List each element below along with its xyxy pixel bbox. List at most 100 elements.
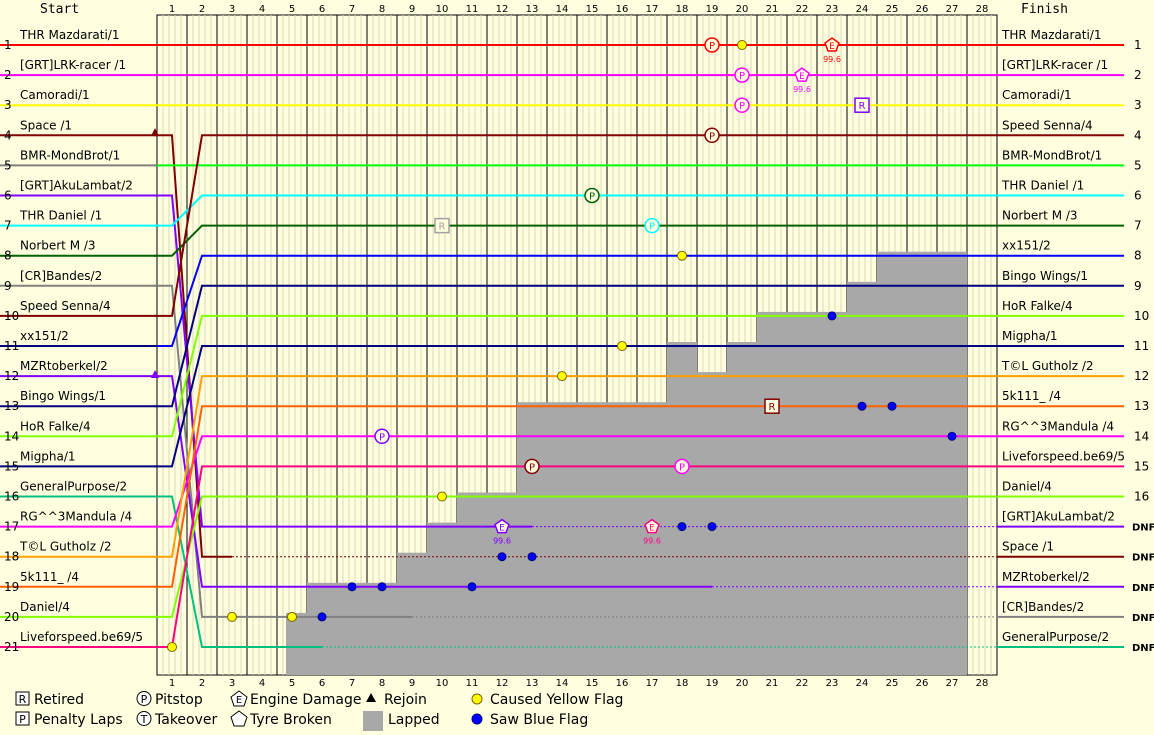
- lap-tick-label-bottom: 7: [349, 678, 355, 689]
- series-line: [154, 345, 997, 468]
- pitstop-icon: [704, 37, 720, 53]
- lap-tick-label-top: 18: [676, 4, 689, 15]
- finish-position-label: DNF: [1132, 523, 1154, 534]
- pitstop-icon: [644, 217, 660, 234]
- lap-tick-label-bottom: 1: [169, 678, 175, 689]
- retired-icon: [854, 97, 870, 113]
- start-position-label: 10: [4, 309, 19, 323]
- lap-tick-label-bottom: 9: [409, 678, 415, 689]
- start-position-label: 4: [4, 128, 12, 142]
- start-position-label: 6: [4, 189, 12, 203]
- lap-tick-label-top: 10: [436, 4, 449, 15]
- yellow-flag-dot: [677, 250, 687, 261]
- finish-driver-label: Liveforspeed.be69/5: [1002, 449, 1125, 463]
- blue-flag-dot: [887, 401, 897, 411]
- finish-position-label: DNF: [1132, 643, 1154, 654]
- start-position-label: 8: [4, 249, 12, 263]
- finish-driver-label: Speed Senna/4: [1002, 118, 1093, 132]
- lap-tick-label-top: 20: [736, 4, 749, 15]
- pitstop-icon-label: P: [709, 41, 715, 52]
- yellow-flag-dot: [737, 40, 747, 50]
- blue-flag-dot: [347, 582, 357, 592]
- finish-driver-label: xx151/2: [1002, 239, 1051, 253]
- lap-tick-label-bottom: 28: [976, 678, 989, 689]
- lapped-bar: [337, 582, 367, 675]
- lap-tick-label-top: 24: [856, 4, 869, 15]
- series-line: [154, 254, 997, 347]
- lap-tick-label-top: 2: [199, 4, 205, 15]
- blue-flag-dot: [677, 522, 687, 532]
- lap-tick-label-bottom: 6: [319, 678, 325, 689]
- engine-damage-icon-label: E: [829, 42, 835, 52]
- lap-tick-label-top: 13: [526, 4, 539, 15]
- lap-tick-label-bottom: 5: [289, 678, 295, 689]
- start-driver-label: 5k111_ /4: [20, 570, 79, 584]
- finish-driver-label: GeneralPurpose/2: [1002, 630, 1109, 644]
- lap-tick-label-bottom: 23: [826, 678, 839, 689]
- blue-flag-dot: [497, 552, 507, 562]
- start-driver-label: Norbert M /3: [20, 239, 96, 253]
- finish-driver-label: T©L Gutholz /2: [1001, 359, 1094, 373]
- legend-pentagon-icon: [230, 690, 248, 707]
- header-start: Start: [40, 2, 79, 17]
- start-driver-label: Liveforspeed.be69/5: [20, 630, 143, 644]
- start-position-label: 2: [4, 68, 12, 82]
- pitstop-icon-label: P: [379, 432, 385, 443]
- finish-position-label: 5: [1134, 158, 1142, 172]
- finish-driver-label: Space /1: [1002, 540, 1054, 554]
- blue-flag-dot: [317, 612, 327, 622]
- finish-driver-label: HoR Falke/4: [1002, 299, 1073, 313]
- lap-tick-label-bottom: 8: [379, 678, 385, 689]
- finish-position-label: 12: [1134, 369, 1149, 383]
- start-driver-label: [CR]Bandes/2: [20, 269, 102, 283]
- lap-tick-label-top: 26: [916, 4, 929, 15]
- lap-tick-label-top: 21: [766, 4, 779, 15]
- start-driver-label: xx151/2: [20, 329, 69, 343]
- series-line: [154, 224, 997, 257]
- lap-tick-label-bottom: 17: [646, 678, 659, 689]
- legend-label: Retired: [34, 692, 84, 708]
- legend-icon-symbol: R: [19, 693, 27, 706]
- lap-tick-label-bottom: 18: [676, 678, 689, 689]
- finish-driver-label: THR Daniel /1: [1001, 179, 1084, 193]
- series-line: [154, 405, 997, 588]
- start-driver-label: Bingo Wings/1: [20, 389, 106, 403]
- legend-label: Engine Damage: [250, 692, 362, 708]
- legend-lapped-box: [363, 711, 383, 731]
- lap-tick-label-top: 9: [409, 4, 415, 15]
- lap-tick-label-bottom: 3: [229, 678, 235, 689]
- lap-tick-label-bottom: 14: [556, 678, 569, 689]
- start-driver-label: RG^^3Mandula /4: [20, 510, 132, 524]
- retired-icon-label: R: [769, 402, 776, 413]
- pitstop-icon-label: P: [589, 192, 595, 203]
- legend-square-icon: [15, 691, 30, 706]
- start-driver-label: T©L Gutholz /2: [19, 540, 112, 554]
- lapped-bar: [787, 311, 817, 675]
- start-position-label: 21: [4, 640, 19, 654]
- lap-tick-label-top: 22: [796, 4, 809, 15]
- finish-position-label: 8: [1134, 249, 1142, 263]
- pitstop-icon: [674, 458, 690, 475]
- start-driver-label: [GRT]AkuLambat/2: [20, 179, 133, 193]
- start-driver-label: BMR-MondBrot/1: [20, 148, 120, 162]
- yellow-flag-dot: [437, 491, 447, 502]
- lapped-bar: [547, 402, 577, 675]
- engine-damage-icon: [794, 67, 810, 82]
- lap-tick-label-top: 27: [946, 4, 959, 15]
- legend-icon-symbol: E: [236, 695, 242, 706]
- lapped-bar: [577, 402, 607, 675]
- finish-position-label: 13: [1134, 399, 1149, 413]
- blue-flag-dot: [707, 522, 717, 532]
- pitstop-icon: [734, 67, 750, 83]
- series-line: [154, 495, 322, 648]
- legend-label: Rejoin: [384, 692, 427, 708]
- legend-pentagon-icon: [230, 710, 248, 727]
- lapped-area: [286, 251, 967, 675]
- yellow-flag-dot: [557, 371, 567, 382]
- finish-position-label: 6: [1134, 189, 1142, 203]
- finish-driver-label: 5k111_ /4: [1002, 389, 1061, 403]
- legend-label: Saw Blue Flag: [490, 712, 588, 728]
- lap-tick-label-bottom: 4: [259, 678, 265, 689]
- engine-damage-icon-label: E: [499, 524, 505, 534]
